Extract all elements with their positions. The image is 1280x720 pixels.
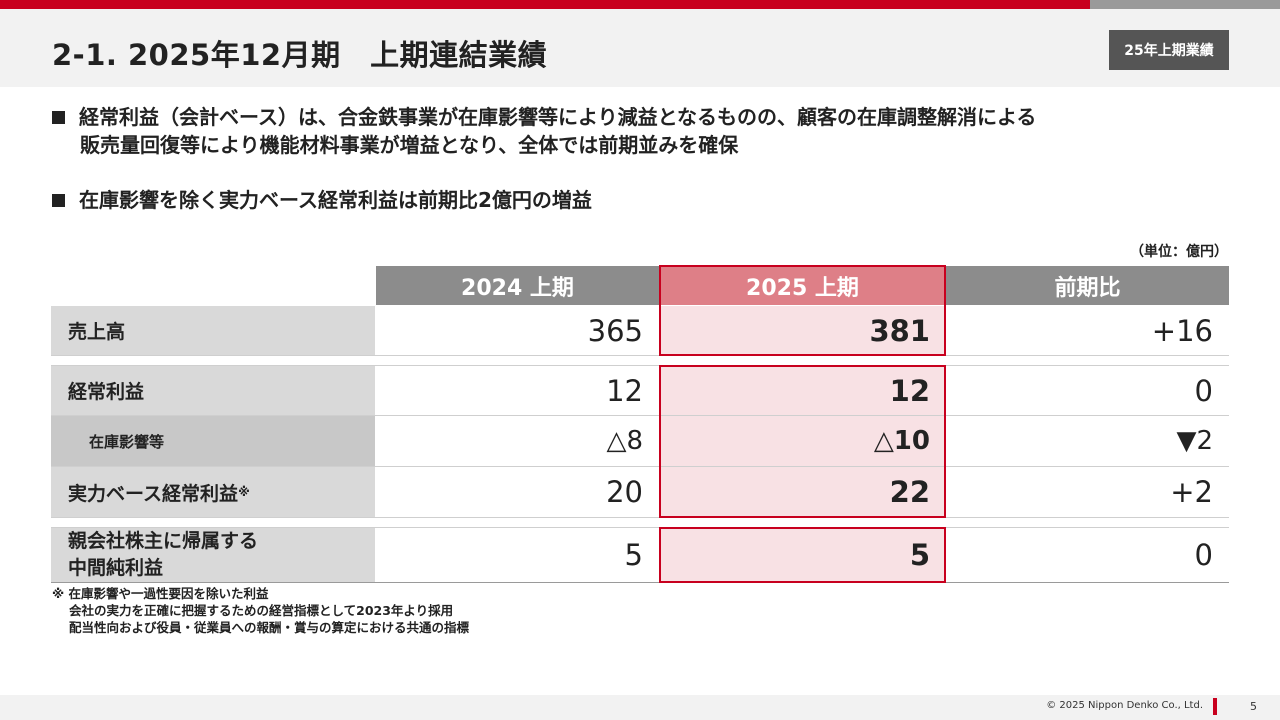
row-label-sales: 売上高 [51,306,375,355]
cell-ordinary-2024: 12 [606,373,643,408]
square-bullet-icon [52,111,65,124]
unit-label: （単位：億円） [1130,244,1228,260]
row-label-net-income: 親会社株主に帰属する 中間純利益 [51,528,375,582]
row-divider [51,415,1229,416]
bullet-1: 経常利益（会計ベース）は、合金鉄事業が在庫影響等により減益となるものの、顧客の在… [52,103,1036,131]
cell-ordinary-2025: 12 [659,366,946,415]
cell-core-2024: 20 [606,475,643,509]
bullet-1-line-2: 販売量回復等により機能材料事業が増益となり、全体では前期並みを確保 [80,133,739,157]
row-divider [51,517,1229,518]
page-number: 5 [1250,700,1257,713]
net-income-label-line-2: 中間純利益 [68,557,164,579]
bullet-2: 在庫影響を除く実力ベース経常利益は前期比2億円の増益 [52,186,592,214]
cell-net-2025: 5 [659,528,946,582]
bullet-2-text: 在庫影響を除く実力ベース経常利益は前期比2億円の増益 [79,188,592,212]
top-accent-bar [0,0,1090,9]
header-2025: 2025 上期 [659,266,946,305]
cell-inventory-2025: △10 [659,416,946,466]
footnote-line-2: 会社の実力を正確に把握するための経営指標として2023年より採用 [69,603,454,618]
cell-core-2025: 22 [659,467,946,517]
footer-band [0,695,1280,720]
copyright: © 2025 Nippon Denko Co., Ltd. [1046,700,1203,711]
cell-inventory-2024: △8 [606,426,643,456]
core-profit-label-text: 実力ベース経常利益 [68,482,239,505]
footer-red-mark [1213,698,1217,715]
cell-sales-2025: 381 [659,306,946,355]
square-bullet-icon [52,194,65,207]
net-income-label-line-1: 親会社株主に帰属する [68,530,259,552]
cell-ordinary-diff: 0 [1194,373,1213,408]
header-diff: 前期比 [946,266,1229,305]
page-title: 2-1. 2025年12月期 上期連結業績 [52,38,548,72]
title-band [0,9,1280,87]
top-accent-bar-gray [1090,0,1280,9]
row-label-core-profit: 実力ベース経常利益 ※ [51,467,375,517]
row-label-inventory-impact: 在庫影響等 [51,416,375,466]
cell-inventory-diff: ▼2 [1176,426,1213,456]
table-bottom-line [51,582,1229,583]
section-badge: 25年上期業績 [1109,30,1229,70]
row-divider [51,527,1229,528]
row-divider [51,355,1229,356]
bullet-1-line-1: 経常利益（会計ベース）は、合金鉄事業が在庫影響等により減益となるものの、顧客の在… [79,105,1037,129]
row-divider [51,466,1229,467]
cell-net-2024: 5 [624,538,643,572]
cell-sales-2024: 365 [587,313,643,348]
cell-sales-diff: +16 [1151,313,1213,348]
footnote-line-3: 配当性向および役員・従業員への報酬・賞与の算定における共通の指標 [69,620,470,635]
footnote-mark: ※ [238,485,250,499]
header-2024: 2024 上期 [376,266,659,305]
cell-core-diff: +2 [1170,475,1213,509]
row-label-ordinary-profit: 経常利益 [51,366,375,415]
row-divider [51,365,1229,366]
footnote-line-1: ※ 在庫影響や一過性要因を除いた利益 [52,586,269,601]
cell-net-diff: 0 [1194,538,1213,572]
